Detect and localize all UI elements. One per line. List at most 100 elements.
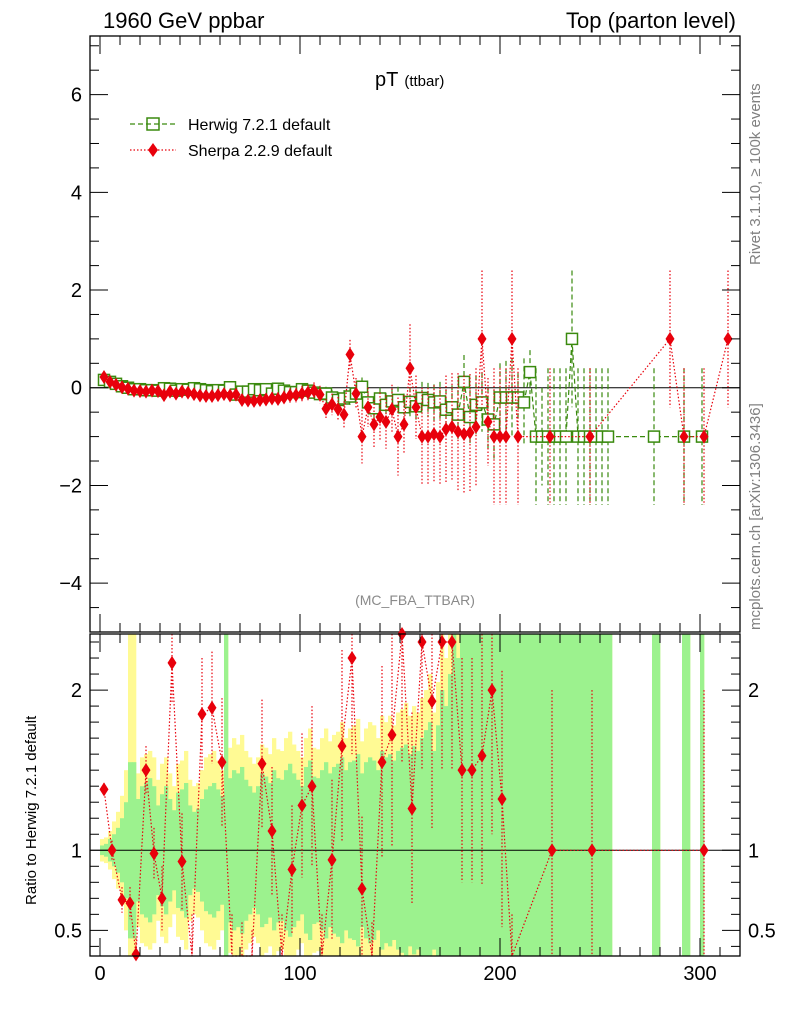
plot-subtitle: (ttbar)	[404, 73, 444, 90]
sherpa-point	[477, 331, 487, 346]
sherpa-point	[225, 388, 235, 403]
ratio-sherpa-point	[467, 763, 477, 778]
sherpa-point	[471, 419, 481, 434]
y-tick-label: 2	[71, 280, 82, 302]
sherpa-point	[399, 417, 409, 432]
ratio-band-inner-bin	[682, 634, 687, 956]
ratio-sherpa-point	[477, 748, 487, 763]
ratio-band-inner-bin	[532, 634, 537, 956]
ratio-sherpa-point	[99, 782, 109, 797]
legend-sherpa-marker	[148, 143, 158, 157]
ratio-sherpa-point	[157, 891, 167, 906]
ratio-sherpa-point	[447, 635, 457, 650]
sherpa-point	[261, 392, 271, 407]
sherpa-point	[345, 347, 355, 362]
ratio-band-inner-bin	[544, 634, 549, 956]
herwig-point	[451, 408, 465, 421]
ratio-band-inner-bin	[580, 634, 585, 956]
ratio-band-inner-bin	[596, 634, 601, 956]
main-plot: pT (ttbar) (MC_FBA_TTBAR) Herwig 7.2.1 d…	[59, 35, 741, 633]
ratio-sherpa-series	[99, 627, 709, 962]
ratio-band-inner-bin	[420, 738, 425, 956]
ratio-sherpa-point	[141, 763, 151, 778]
y-tick-label: 2	[71, 680, 82, 702]
ratio-band-inner-bin	[428, 722, 433, 956]
ratio-band-inner-bin	[604, 634, 609, 956]
sherpa-point	[375, 410, 385, 425]
sherpa-point	[273, 391, 283, 406]
ratio-band-inner-bin	[656, 634, 661, 956]
ratio-band-inner-bin	[548, 634, 553, 956]
y-tick-label: 4	[71, 182, 82, 204]
sherpa-point	[405, 361, 415, 376]
ratio-band-inner-bin	[540, 634, 545, 956]
sherpa-point	[357, 429, 367, 444]
ratio-sherpa-point	[131, 947, 141, 962]
rivet-label: Rivet 3.1.10, ≥ 100k events	[747, 83, 764, 265]
ratio-sherpa-point	[427, 694, 437, 709]
x-tick-label: 200	[483, 963, 516, 985]
header-right: Top (parton level)	[566, 8, 736, 33]
ratio-band-inner-bin	[588, 634, 593, 956]
ratio-sherpa-point	[327, 852, 337, 867]
sherpa-point	[189, 387, 199, 402]
sherpa-point	[315, 387, 325, 402]
sherpa-point	[285, 388, 295, 403]
sherpa-point	[177, 384, 187, 399]
ratio-sherpa-point	[437, 635, 447, 650]
herwig-point	[601, 430, 615, 443]
ratio-band-inner-bin	[652, 634, 657, 956]
sherpa-point	[507, 331, 517, 346]
y-tick-label-right: 0.5	[748, 920, 776, 942]
ratio-band-inner-bin	[592, 634, 597, 956]
y-tick-label: 0.5	[54, 920, 82, 942]
ratio-sherpa-point	[297, 798, 307, 813]
ratio-band-inner-bin	[452, 634, 457, 956]
sherpa-point	[489, 429, 499, 444]
ratio-band-inner-bin	[472, 634, 477, 956]
ratio-band-inner-bin	[468, 634, 473, 956]
x-ticks	[99, 36, 741, 632]
sherpa-point	[369, 417, 379, 432]
ratio-band-inner-bin	[492, 634, 497, 956]
y-tick-label: 6	[71, 85, 82, 107]
sherpa-point	[129, 383, 139, 398]
sherpa-point	[679, 429, 689, 444]
sherpa-point	[249, 393, 259, 408]
sherpa-point	[297, 386, 307, 401]
sherpa-point	[267, 391, 277, 406]
sherpa-point	[333, 402, 343, 417]
sherpa-point	[201, 389, 211, 404]
x-tick-label: 100	[283, 963, 316, 985]
x-tick-label: 0	[94, 963, 105, 985]
ratio-band-inner-bin	[436, 725, 441, 956]
plot-title: pT	[375, 69, 398, 91]
herwig-point	[457, 375, 471, 389]
ratio-band-inner-bin	[686, 634, 691, 956]
sherpa-point	[117, 380, 127, 395]
ratio-sherpa-point	[377, 755, 387, 770]
sherpa-point	[279, 390, 289, 405]
ratio-band-inner-bin	[488, 634, 493, 956]
ratio-sherpa-point	[457, 763, 467, 778]
ratio-sherpa-point	[125, 896, 135, 911]
sherpa-point	[171, 386, 181, 401]
sherpa-point	[465, 425, 475, 440]
sherpa-point	[411, 400, 421, 415]
ratio-band-inner-bin	[524, 634, 529, 956]
sherpa-point	[213, 388, 223, 403]
ratio-band-inner-bin	[552, 634, 557, 956]
ratio-band-inner-bin	[440, 690, 445, 956]
ratio-sherpa-point	[407, 801, 417, 816]
ratio-band-inner-bin	[584, 634, 589, 956]
legend: Herwig 7.2.1 default Sherpa 2.2.9 defaul…	[130, 117, 333, 160]
herwig-point	[523, 365, 537, 379]
ratio-band-inner-bin	[572, 634, 577, 956]
sherpa-point	[545, 429, 555, 444]
sherpa-point	[665, 331, 675, 346]
sherpa-point	[243, 393, 253, 408]
ratio-band-inner-bin	[700, 634, 705, 956]
ratio-sherpa-point	[487, 683, 497, 698]
ratio-sherpa-point	[287, 862, 297, 877]
header-left: 1960 GeV ppbar	[103, 8, 264, 33]
